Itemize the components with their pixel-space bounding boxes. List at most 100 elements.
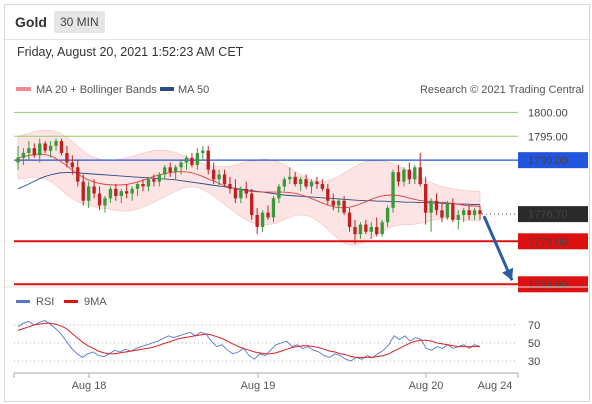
candle-body xyxy=(97,193,102,206)
candle-body xyxy=(391,172,395,208)
legend-label-ma50: MA 50 xyxy=(178,84,209,96)
candle-body xyxy=(141,184,145,187)
candle-body xyxy=(467,210,471,216)
candle-body xyxy=(331,200,335,206)
candle-body xyxy=(38,143,42,156)
ma20-line xyxy=(17,153,481,209)
candle-body xyxy=(250,193,254,216)
candle-body xyxy=(260,212,265,227)
candle-body xyxy=(54,141,58,146)
rsi-tick-label: 70 xyxy=(528,320,540,332)
timestamp: Friday, August 20, 2021 1:52:23 AM CET xyxy=(17,45,244,59)
candle-body xyxy=(103,198,107,206)
rsi-tick-label: 30 xyxy=(528,356,540,368)
candle-body xyxy=(309,181,314,187)
candle-body xyxy=(440,210,444,218)
candle-body xyxy=(179,162,183,168)
candle-body xyxy=(119,191,123,196)
candle-body xyxy=(342,200,346,213)
candle-body xyxy=(434,200,439,211)
level-label: 1773.00 xyxy=(528,236,568,248)
candle-body xyxy=(217,174,221,180)
candle-body xyxy=(326,188,330,201)
legend-swatch-bollinger xyxy=(16,87,31,91)
candle-body xyxy=(380,222,384,235)
candle-body xyxy=(462,210,466,216)
legend-swatch-ma50 xyxy=(160,87,174,91)
level-tag xyxy=(518,206,588,223)
candle-body xyxy=(114,188,118,196)
candle-body xyxy=(125,191,129,194)
candle-body xyxy=(48,145,53,151)
candle-body xyxy=(353,226,357,235)
candle-body xyxy=(282,179,287,187)
candle-body xyxy=(21,152,26,158)
candle-body xyxy=(157,174,162,182)
candle-body xyxy=(16,157,20,163)
candle-body xyxy=(27,148,31,153)
candle-body xyxy=(451,203,455,220)
candle-body xyxy=(277,186,281,199)
candle-body xyxy=(320,184,325,189)
legend-swatch-rsi xyxy=(16,300,30,303)
x-axis-label: Aug 20 xyxy=(409,380,444,392)
candle-body xyxy=(375,226,379,235)
candle-body xyxy=(211,169,216,180)
candle-body xyxy=(293,176,297,185)
rsi-tick-label: 50 xyxy=(528,338,540,350)
candle-body xyxy=(304,179,308,187)
candle-body xyxy=(70,162,75,168)
level-label: 1790.00 xyxy=(528,155,568,167)
legend-swatch-ma9 xyxy=(64,300,78,303)
candle-body xyxy=(456,215,460,220)
candle-body xyxy=(195,152,200,165)
ma50-line xyxy=(17,172,480,205)
instrument-title: Gold xyxy=(15,14,47,30)
candle-body xyxy=(266,212,270,218)
candle-body xyxy=(59,141,64,153)
legend-label-bollinger: MA 20 + Bollinger Bands xyxy=(36,84,157,96)
candle-body xyxy=(233,188,238,199)
candle-body xyxy=(32,148,36,156)
candle-body xyxy=(244,188,248,194)
level-label: 1778.70 xyxy=(528,209,568,221)
candle-body xyxy=(228,184,232,189)
candle-body xyxy=(347,212,352,227)
rsi-line xyxy=(17,320,481,362)
candle-body xyxy=(364,224,368,232)
candle-body xyxy=(81,181,85,201)
candle-body xyxy=(222,174,227,185)
copyright-text: Research © 2021 Trading Central xyxy=(420,84,584,96)
candle-body xyxy=(76,167,80,182)
candle-body xyxy=(201,150,205,153)
candle-body xyxy=(315,181,319,185)
legend-label-rsi: RSI xyxy=(36,296,54,308)
candle-body xyxy=(86,186,91,201)
timeframe-button[interactable]: 30 MIN xyxy=(54,11,105,33)
candle-body xyxy=(190,157,194,165)
candle-body xyxy=(65,152,69,163)
candle-body xyxy=(173,167,178,173)
candle-body xyxy=(184,157,189,163)
candle-body xyxy=(478,210,482,215)
candle-body xyxy=(413,167,417,180)
candle-body xyxy=(336,200,341,206)
candle-body xyxy=(407,169,412,180)
rsi-ma9-line xyxy=(17,322,480,358)
level-label: 1800.00 xyxy=(528,107,568,119)
candle-body xyxy=(298,179,303,185)
level-tag xyxy=(518,152,588,169)
candle-body xyxy=(418,167,422,185)
candle-body xyxy=(369,226,373,232)
level-label: 1795.00 xyxy=(528,131,568,143)
candle-body xyxy=(288,176,292,180)
level-tag xyxy=(518,276,588,293)
candle-body xyxy=(239,188,243,199)
candle-body xyxy=(402,169,406,182)
level-label: 1764.00 xyxy=(528,279,568,291)
x-axis-label: Aug 19 xyxy=(241,380,276,392)
header-bar: Gold 30 MIN xyxy=(5,5,589,40)
candle-body xyxy=(429,200,433,213)
candle-body xyxy=(135,184,140,189)
